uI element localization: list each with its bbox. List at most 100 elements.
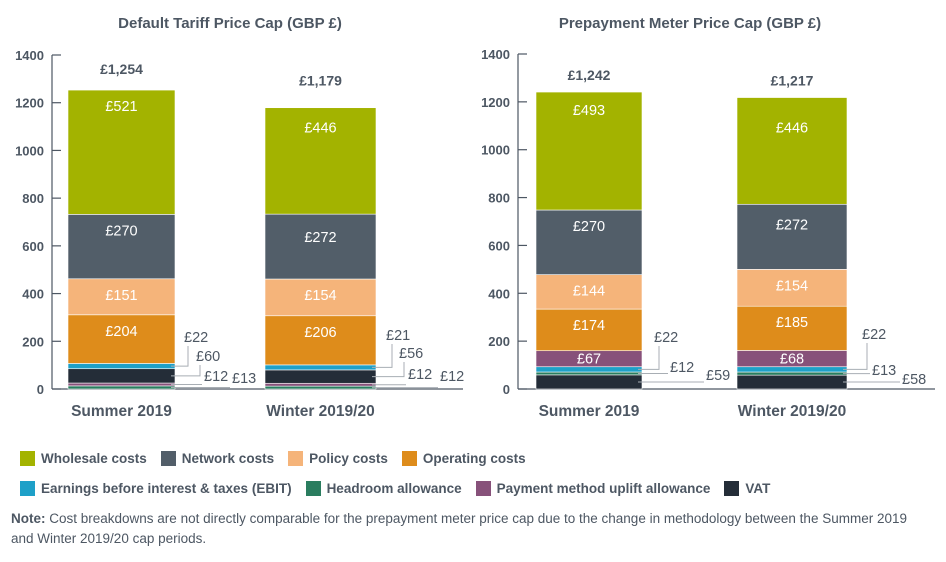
legend-label: VAT [745, 480, 771, 496]
y-tick-label: 200 [488, 334, 510, 349]
y-tick-label: 1000 [15, 143, 44, 158]
segment-value-label: £154 [776, 278, 808, 294]
bar-segment-operating [264, 315, 377, 366]
segment-value-label: £272 [776, 217, 808, 233]
callout-value-label: £22 [654, 330, 678, 346]
callout-value-label: £12 [440, 369, 464, 385]
legend-label: Operating costs [422, 450, 526, 466]
segment-value-label: £446 [776, 121, 808, 137]
x-category-label: Winter 2019/20 [266, 403, 374, 420]
callout-leader-line [638, 346, 660, 370]
bar-segment-pmu [67, 382, 176, 387]
legend-item-ebit: Earnings before interest & taxes (EBIT) [20, 480, 292, 496]
bar-segment-network [67, 214, 176, 280]
callout-value-label: £58 [902, 372, 926, 388]
y-tick-label: 800 [22, 191, 44, 206]
callout-value-label: £22 [862, 327, 886, 343]
segment-value-label: £174 [573, 318, 605, 334]
bar-segment-pmu [264, 382, 377, 387]
bar-total-label: £1,254 [100, 61, 143, 77]
bar-segment-wholesale [736, 97, 848, 205]
y-tick-label: 600 [22, 239, 44, 254]
y-tick-label: 200 [22, 334, 44, 349]
legend-label: Payment method uplift allowance [496, 480, 711, 496]
bar-segment-network [736, 203, 848, 270]
legend-swatch-wholesale [20, 450, 35, 466]
y-tick-label: 1400 [15, 48, 44, 63]
callout-value-label: £56 [399, 346, 423, 362]
callout-leader-line [843, 343, 868, 370]
segment-value-label: £151 [105, 288, 137, 304]
legend-label: Wholesale costs [41, 450, 147, 466]
legend-swatch-ebit [20, 480, 35, 496]
segment-value-label: £446 [304, 121, 336, 137]
bar-segment-policy [67, 278, 176, 316]
chart-title: Default Tariff Price Cap (GBP £) [118, 15, 342, 32]
legend-swatch-policy [288, 450, 304, 466]
chart-prepayment-meter: Prepayment Meter Price Cap (GBP £) 0 200 40… [481, 15, 935, 420]
segment-value-label: £67 [577, 352, 601, 368]
y-tick-label: 400 [22, 287, 44, 302]
legend-label: Policy costs [309, 450, 388, 466]
y-tick-label: 0 [503, 382, 510, 397]
legend-item-policy: Policy costs [288, 450, 388, 466]
y-tick-label: 0 [37, 382, 44, 397]
bar-segment-vat [67, 368, 176, 384]
segment-value-label: £270 [105, 223, 137, 239]
bar-segment-network [535, 209, 643, 275]
callout-leader-line [372, 344, 393, 368]
segment-value-label: £521 [105, 99, 137, 115]
note-text: Cost breakdowns are not directly compara… [11, 511, 907, 546]
legend-swatch-network [160, 450, 176, 466]
price-cap-charts: Default Tariff Price Cap (GBP £) 0 200 400 6… [15, 15, 935, 420]
legend-label: Earnings before interest & taxes (EBIT) [41, 480, 292, 496]
bar-segment-wholesale [67, 89, 176, 215]
bar-segment-ebit [264, 364, 377, 371]
y-tick-label: 400 [488, 286, 510, 301]
segment-value-label: £272 [304, 230, 336, 246]
segment-value-label: £493 [573, 103, 605, 119]
bar-total-label: £1,242 [568, 67, 611, 83]
chart-default-tariff: Default Tariff Price Cap (GBP £) 0 200 400 6… [15, 15, 464, 420]
legend-row-2: Earnings before interest & taxes (EBIT) … [20, 474, 940, 502]
callout-value-label: £12 [204, 369, 228, 385]
segment-value-label: £154 [304, 288, 336, 304]
bar-segment-headroom [736, 371, 848, 376]
x-category-label: Summer 2019 [539, 403, 640, 420]
callout-value-label: £60 [196, 349, 220, 365]
legend-label: Headroom allowance [326, 480, 462, 496]
segment-value-label: £185 [776, 315, 808, 331]
bar-segment-operating [535, 308, 643, 352]
legend-swatch-headroom [305, 480, 321, 496]
bar-segment-vat [736, 374, 848, 390]
bar-segment-vat [535, 374, 643, 390]
bar-segment-vat [264, 369, 377, 384]
footnote: Note: Cost breakdowns are not directly c… [11, 509, 931, 549]
legend-swatch-operating [401, 450, 417, 466]
callout-value-label: £21 [386, 328, 410, 344]
callout-value-label: £13 [232, 371, 256, 387]
segment-value-label: £204 [105, 324, 137, 340]
bar-segment-operating [736, 305, 848, 351]
segment-value-label: £68 [780, 352, 804, 368]
note-prefix: Note: [11, 511, 46, 526]
bar-segment-policy [535, 274, 643, 310]
bar-segment-headroom [535, 371, 643, 376]
callout-leader-line [372, 362, 405, 378]
bar-segment-headroom [264, 385, 377, 390]
legend-swatch-vat [724, 480, 740, 496]
y-tick-label: 1200 [481, 95, 510, 110]
callout-leader-line [171, 365, 201, 377]
legend-row-1: Wholesale costs Network costs Policy cos… [20, 444, 940, 472]
legend-swatch-pmu [475, 480, 491, 496]
legend-item-wholesale: Wholesale costs [20, 450, 147, 466]
chart-title: Prepayment Meter Price Cap (GBP £) [559, 15, 821, 32]
bar-segment-policy [736, 269, 848, 307]
callout-value-label: £13 [872, 363, 896, 379]
legend-label: Network costs [181, 450, 275, 466]
y-tick-label: 1000 [481, 143, 510, 158]
bar-segment-network [264, 213, 377, 280]
callout-value-label: £12 [408, 367, 432, 383]
y-tick-label: 800 [488, 191, 510, 206]
segment-value-label: £270 [573, 219, 605, 235]
